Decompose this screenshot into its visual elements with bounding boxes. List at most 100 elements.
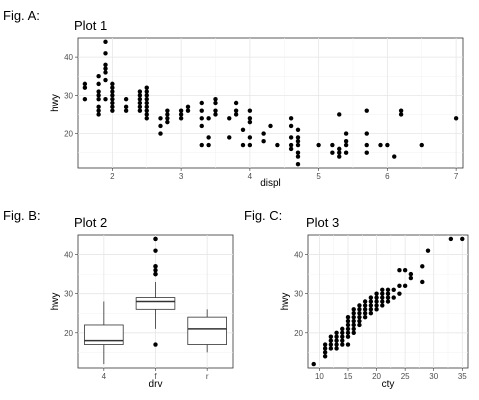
data-point	[337, 150, 342, 155]
data-marks	[82, 39, 459, 167]
data-point	[158, 131, 163, 136]
data-point	[345, 314, 351, 320]
data-point	[397, 291, 402, 296]
x-tick-label: 2	[110, 172, 115, 181]
data-point	[337, 112, 342, 117]
data-point	[343, 131, 349, 136]
data-point	[343, 139, 349, 144]
data-point	[110, 93, 115, 98]
data-point	[328, 342, 334, 347]
data-point	[340, 342, 345, 347]
data-point	[213, 96, 218, 102]
data-point	[368, 303, 374, 308]
data-point	[233, 112, 239, 117]
data-point	[385, 142, 390, 148]
data-point	[199, 142, 204, 148]
data-point	[374, 291, 379, 296]
y-tick-label: 20	[294, 329, 303, 338]
data-point	[199, 108, 204, 113]
data-point	[362, 303, 368, 308]
data-point	[368, 311, 374, 316]
data-point	[233, 108, 239, 113]
data-point	[144, 89, 149, 94]
grid	[78, 38, 463, 168]
data-point	[144, 96, 149, 102]
data-point	[185, 108, 191, 113]
y-tick-label: 30	[64, 91, 73, 100]
data-point	[345, 342, 351, 347]
data-point	[110, 89, 115, 94]
data-point	[110, 100, 115, 106]
data-point	[448, 236, 454, 242]
x-tick-label: f	[154, 372, 157, 381]
box-4	[84, 301, 124, 365]
data-point	[144, 104, 149, 110]
data-point	[295, 135, 301, 140]
data-point	[110, 81, 115, 87]
data-point	[137, 96, 143, 102]
x-tick-label: 25	[401, 372, 410, 381]
data-point	[340, 330, 345, 335]
data-point	[311, 361, 316, 367]
box-f	[135, 236, 176, 347]
data-point	[391, 287, 396, 292]
data-point	[144, 112, 149, 117]
data-point	[340, 334, 345, 339]
figure-label: Fig. B:	[3, 208, 41, 223]
y-tick-label: 40	[294, 251, 303, 260]
data-point	[398, 112, 404, 117]
data-point	[368, 299, 374, 304]
data-point	[420, 279, 425, 285]
data-point	[82, 96, 88, 102]
data-point	[322, 342, 328, 347]
data-point	[460, 236, 465, 242]
data-point	[357, 303, 362, 308]
data-point	[144, 85, 149, 90]
data-point	[408, 275, 414, 281]
y-tick-label: 20	[64, 130, 73, 139]
data-point	[345, 322, 351, 328]
data-point	[288, 135, 294, 140]
data-point	[334, 342, 339, 347]
data-point	[288, 146, 294, 152]
data-point	[268, 123, 273, 129]
data-point	[362, 311, 368, 316]
data-point	[340, 326, 345, 332]
data-point	[103, 39, 108, 45]
x-axis-title: displ	[260, 178, 281, 189]
y-axis-title: hwy	[50, 293, 61, 311]
data-point	[110, 108, 115, 113]
figure-label: Fig. C:	[244, 208, 282, 223]
y-axis-title: hwy	[50, 94, 61, 112]
box-r	[187, 309, 227, 353]
data-point	[364, 131, 369, 136]
data-point	[206, 142, 211, 148]
data-point	[144, 116, 149, 121]
data-point	[419, 142, 424, 148]
data-point	[362, 314, 368, 320]
data-point	[295, 150, 301, 155]
data-point	[357, 318, 362, 324]
x-axis-title: cty	[382, 379, 395, 390]
data-point	[144, 93, 149, 98]
y-tick-label: 30	[294, 290, 303, 299]
data-point	[380, 295, 385, 300]
data-point	[295, 139, 301, 144]
outlier-point	[153, 268, 158, 273]
data-point	[402, 283, 408, 289]
data-point	[402, 268, 408, 273]
data-point	[364, 142, 369, 148]
y-tick-label: 40	[64, 53, 73, 62]
data-point	[247, 116, 253, 121]
data-point	[391, 295, 396, 300]
data-point	[330, 142, 335, 148]
data-point	[345, 330, 351, 335]
data-point	[137, 89, 143, 94]
data-point	[334, 346, 339, 351]
outlier-point	[153, 236, 158, 242]
data-point	[96, 93, 101, 98]
data-point	[82, 81, 88, 87]
data-point	[199, 123, 204, 129]
x-axis-title: drv	[149, 379, 163, 390]
